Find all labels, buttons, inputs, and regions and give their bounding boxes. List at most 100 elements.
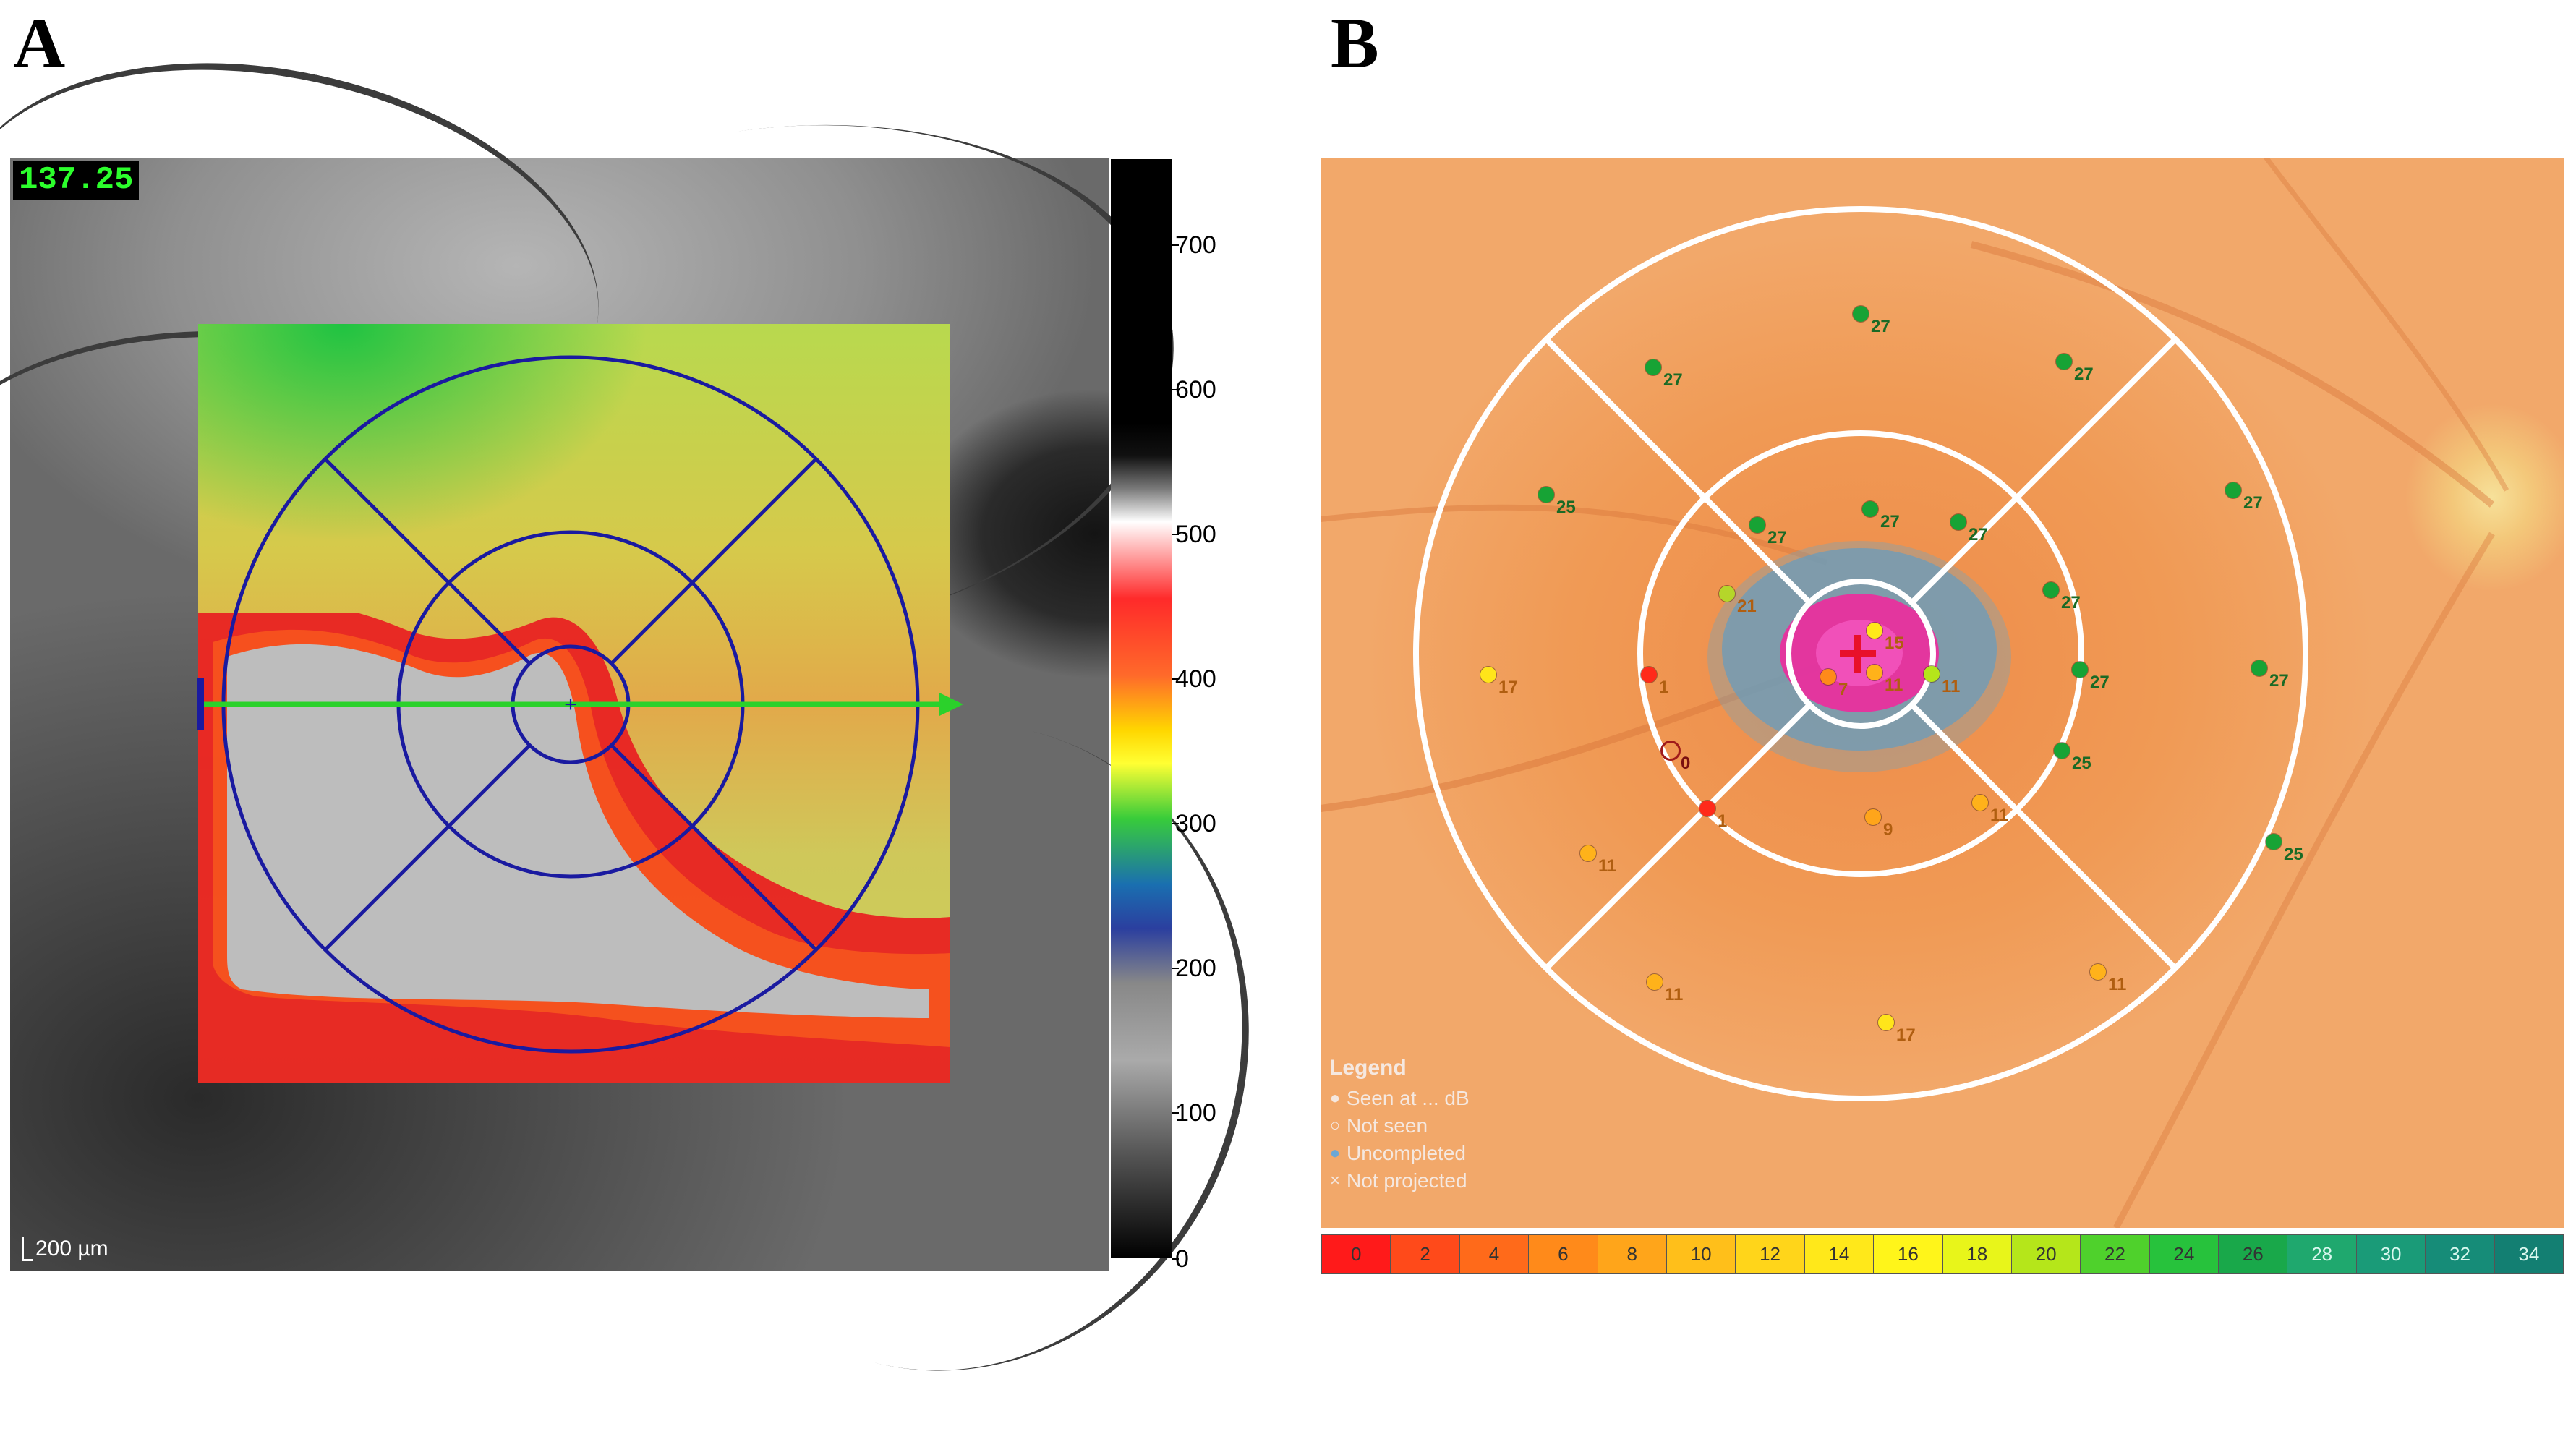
colorbar-tick-label: 700 (1175, 231, 1216, 259)
legend-label: Uncompleted (1347, 1142, 1466, 1164)
stimulus-point (1480, 667, 1496, 683)
stimulus-sensitivity-label: 25 (2072, 754, 2091, 773)
microperimetry-grid (1413, 206, 2308, 1101)
stimulus-sensitivity-label: 11 (1990, 806, 2009, 825)
colorbar-tick-label: 100 (1175, 1099, 1216, 1127)
stimulus-point (1641, 667, 1657, 683)
colorbar-tick-label: 300 (1175, 810, 1216, 837)
sensitivity-scale: 0 2 4 6 8 10 12 14 16 18 20 22 24 26 28 30 32 34 (1321, 1234, 2564, 1274)
scale-bar-label: 200 µm (35, 1237, 108, 1260)
stimulus-point (1924, 666, 1940, 682)
stimulus-sensitivity-label: 27 (2090, 673, 2110, 692)
colorbar-tick-mark (1172, 244, 1179, 246)
scale-cell: 26 (2219, 1235, 2288, 1273)
stimulus-point (1645, 359, 1661, 375)
stimulus-point (1862, 501, 1878, 517)
stimulus-point (1647, 974, 1663, 990)
thickness-readout: 137.25 (13, 161, 140, 200)
stimulus-sensitivity-label: 27 (1969, 525, 1988, 545)
legend-item-uncompleted: ● Uncompleted (1329, 1140, 1470, 1167)
stimulus-sensitivity-label: 11 (1885, 675, 1903, 695)
stimulus-sensitivity-label: 0 (1681, 754, 1691, 773)
stimulus-point (1580, 845, 1596, 861)
scale-cell: 2 (1391, 1235, 1460, 1273)
filled-dot-icon: ● (1329, 1088, 1341, 1108)
stimulus-sensitivity-label: 11 (1665, 985, 1684, 1004)
colorbar-tick-mark (1172, 389, 1179, 390)
colorbar-tick-mark (1172, 1258, 1179, 1260)
stimulus-sensitivity-label: 27 (2061, 593, 2081, 613)
legend-label: Seen at ... dB (1347, 1087, 1470, 1109)
cross-icon: × (1329, 1171, 1340, 1190)
stimulus-point (2266, 834, 2282, 850)
stimulus-point (1820, 669, 1836, 685)
colorbar-tick-mark (1172, 968, 1179, 969)
legend-label: Not seen (1347, 1114, 1428, 1137)
scale-cell: 34 (2494, 1235, 2564, 1273)
stimulus-point (2043, 582, 2059, 598)
stimulus-sensitivity-label: 11 (1942, 677, 1961, 696)
scale-cell: 30 (2356, 1235, 2426, 1273)
stimulus-point (2056, 354, 2072, 370)
svg-text:+: + (564, 693, 577, 717)
legend-label: Not projected (1347, 1169, 1467, 1192)
scale-bar: 200 µm (22, 1237, 108, 1261)
colorbar-tick-label: 0 (1175, 1245, 1189, 1273)
stimulus-sensitivity-label: 27 (2269, 671, 2289, 691)
scale-cell: 16 (1874, 1235, 1943, 1273)
stimulus-point (1972, 795, 1988, 811)
stimulus-sensitivity-label: 27 (1880, 512, 1900, 532)
stimulus-point (1660, 741, 1681, 761)
stimulus-point (1853, 306, 1869, 322)
stimulus-sensitivity-label: 21 (1737, 597, 1757, 616)
scale-cell: 22 (2081, 1235, 2150, 1273)
etdrs-grid: + (197, 355, 963, 1054)
hollow-dot-icon: ○ (1329, 1116, 1341, 1135)
blue-dot-icon: ● (1329, 1143, 1341, 1163)
scale-cell: 14 (1804, 1235, 1875, 1273)
stimulus-point (1865, 809, 1881, 825)
panel-label-a: A (13, 3, 66, 83)
thickness-colorbar (1111, 159, 1172, 1258)
stimulus-point (2072, 662, 2088, 678)
stimulus-sensitivity-label: 15 (1885, 633, 1904, 653)
scale-cell: 0 (1322, 1235, 1391, 1273)
scale-cell: 8 (1598, 1235, 1667, 1273)
stimulus-point (1719, 586, 1735, 602)
microperimetry-panel: 27 27 27 25 27 27 27 27 27 21 17 1 27 27 25 0 1 9 11 11 25 11… (1321, 158, 2564, 1228)
stimulus-point (1699, 801, 1715, 816)
legend-title: Legend (1329, 1056, 1407, 1080)
colorbar-tick-label: 500 (1175, 521, 1216, 548)
stimulus-sensitivity-label: 17 (1896, 1025, 1916, 1045)
colorbar-gradient (1111, 159, 1172, 1258)
stimulus-sensitivity-label: 1 (1718, 811, 1728, 831)
stimulus-sensitivity-label: 27 (2243, 493, 2263, 513)
scale-cell: 18 (1942, 1235, 2012, 1273)
colorbar-tick-mark (1172, 534, 1179, 535)
scale-bar-glyph (22, 1237, 33, 1261)
stimulus-sensitivity-label: 25 (1556, 498, 1576, 517)
stimulus-sensitivity-label: 9 (1883, 820, 1893, 840)
stimulus-point (2225, 482, 2241, 498)
stimulus-sensitivity-label: 17 (1498, 678, 1518, 697)
retinal-thickness-overlay (198, 324, 950, 1083)
scale-cell: 10 (1666, 1235, 1736, 1273)
legend-item-seen: ● Seen at ... dB (1329, 1085, 1470, 1112)
stimulus-point (1867, 665, 1882, 680)
stimulus-point (1538, 487, 1554, 503)
stimulus-point (2054, 743, 2070, 759)
stimulus-sensitivity-label: 27 (1767, 528, 1787, 547)
colorbar-tick-mark (1172, 678, 1179, 680)
scale-cell: 20 (2011, 1235, 2081, 1273)
stimulus-sensitivity-label: 27 (1663, 370, 1683, 390)
panel-label-b: B (1331, 3, 1379, 83)
stimulus-point (2090, 964, 2106, 980)
stimulus-point (1749, 517, 1765, 533)
stimulus-sensitivity-label: 11 (2108, 975, 2127, 994)
colorbar-tick-label: 600 (1175, 376, 1216, 404)
stimulus-point (1867, 623, 1882, 639)
scale-cell: 24 (2149, 1235, 2219, 1273)
colorbar-tick-mark (1172, 823, 1179, 824)
scale-cell: 6 (1529, 1235, 1598, 1273)
legend: Legend ● Seen at ... dB ○ Not seen ● Unc… (1329, 1054, 1470, 1195)
